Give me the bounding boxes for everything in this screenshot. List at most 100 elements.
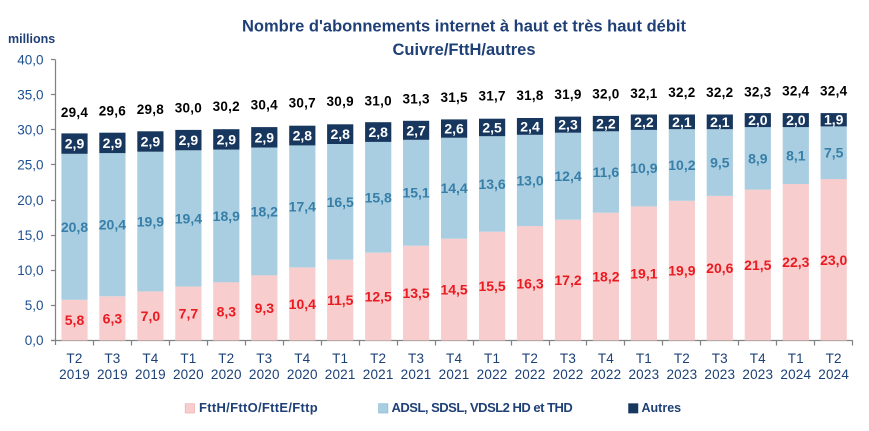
svg-text:29,4: 29,4 bbox=[61, 105, 89, 120]
svg-text:T3: T3 bbox=[256, 351, 272, 366]
svg-text:2022: 2022 bbox=[590, 367, 621, 382]
svg-text:2020: 2020 bbox=[287, 367, 318, 382]
svg-text:8,9: 8,9 bbox=[748, 150, 768, 166]
svg-text:31,5: 31,5 bbox=[440, 90, 468, 105]
svg-text:Cuivre/FttH/autres: Cuivre/FttH/autres bbox=[392, 41, 535, 59]
svg-text:15,5: 15,5 bbox=[478, 278, 505, 294]
svg-text:13,5: 13,5 bbox=[402, 285, 429, 301]
svg-text:12,4: 12,4 bbox=[554, 168, 581, 184]
svg-text:2019: 2019 bbox=[97, 367, 128, 382]
svg-text:2,7: 2,7 bbox=[406, 122, 426, 138]
svg-text:2,8: 2,8 bbox=[293, 128, 313, 144]
svg-text:5,0: 5,0 bbox=[25, 298, 44, 313]
svg-text:19,4: 19,4 bbox=[175, 210, 202, 226]
svg-text:2021: 2021 bbox=[325, 367, 356, 382]
svg-text:35,0: 35,0 bbox=[17, 88, 43, 103]
svg-text:2,8: 2,8 bbox=[368, 124, 388, 140]
svg-text:2,4: 2,4 bbox=[520, 118, 540, 134]
svg-text:18,2: 18,2 bbox=[592, 269, 619, 285]
svg-text:2023: 2023 bbox=[704, 367, 735, 382]
svg-text:25,0: 25,0 bbox=[17, 158, 43, 173]
svg-text:2022: 2022 bbox=[553, 367, 584, 382]
svg-text:2024: 2024 bbox=[780, 367, 811, 382]
svg-text:32,1: 32,1 bbox=[630, 86, 658, 101]
svg-text:2,0: 2,0 bbox=[748, 112, 768, 128]
svg-text:40,0: 40,0 bbox=[17, 52, 43, 67]
svg-text:T1: T1 bbox=[788, 351, 804, 366]
svg-text:2,9: 2,9 bbox=[141, 134, 161, 150]
svg-text:T1: T1 bbox=[180, 351, 196, 366]
svg-text:20,0: 20,0 bbox=[17, 193, 43, 208]
svg-text:2022: 2022 bbox=[477, 367, 508, 382]
svg-text:2022: 2022 bbox=[515, 367, 546, 382]
svg-text:30,2: 30,2 bbox=[213, 99, 240, 114]
svg-text:2,2: 2,2 bbox=[596, 116, 616, 132]
svg-text:T1: T1 bbox=[332, 351, 348, 366]
svg-text:18,2: 18,2 bbox=[251, 203, 278, 219]
svg-text:0,0: 0,0 bbox=[25, 333, 44, 348]
svg-text:31,8: 31,8 bbox=[516, 88, 544, 103]
svg-text:13,0: 13,0 bbox=[516, 172, 543, 188]
svg-text:10,9: 10,9 bbox=[630, 160, 657, 176]
svg-text:2024: 2024 bbox=[818, 367, 849, 382]
svg-text:2,9: 2,9 bbox=[103, 135, 123, 151]
svg-text:32,2: 32,2 bbox=[706, 85, 733, 100]
svg-text:13,6: 13,6 bbox=[478, 176, 505, 192]
svg-text:32,4: 32,4 bbox=[782, 84, 810, 99]
svg-text:T3: T3 bbox=[408, 351, 424, 366]
svg-text:16,3: 16,3 bbox=[516, 275, 543, 291]
svg-text:32,0: 32,0 bbox=[592, 87, 619, 102]
svg-text:2023: 2023 bbox=[742, 367, 773, 382]
svg-text:18,9: 18,9 bbox=[213, 208, 240, 224]
svg-text:2021: 2021 bbox=[401, 367, 432, 382]
svg-text:T4: T4 bbox=[142, 351, 158, 366]
svg-text:32,3: 32,3 bbox=[744, 84, 772, 99]
svg-text:15,0: 15,0 bbox=[17, 228, 43, 243]
svg-text:20,8: 20,8 bbox=[61, 219, 88, 235]
svg-text:2023: 2023 bbox=[628, 367, 659, 382]
svg-text:11,5: 11,5 bbox=[327, 292, 354, 308]
svg-text:T4: T4 bbox=[750, 351, 766, 366]
svg-text:20,6: 20,6 bbox=[706, 260, 733, 276]
svg-text:2,1: 2,1 bbox=[672, 114, 692, 130]
svg-text:T1: T1 bbox=[484, 351, 500, 366]
svg-text:10,0: 10,0 bbox=[17, 263, 43, 278]
svg-text:2,6: 2,6 bbox=[444, 121, 464, 137]
svg-text:30,0: 30,0 bbox=[175, 101, 202, 116]
svg-text:22,3: 22,3 bbox=[782, 254, 809, 270]
svg-text:9,5: 9,5 bbox=[710, 155, 730, 171]
svg-text:7,0: 7,0 bbox=[141, 308, 161, 324]
svg-text:29,8: 29,8 bbox=[137, 102, 165, 117]
svg-text:31,3: 31,3 bbox=[402, 91, 430, 106]
svg-text:2020: 2020 bbox=[211, 367, 242, 382]
svg-text:T4: T4 bbox=[446, 351, 462, 366]
svg-text:T1: T1 bbox=[636, 351, 652, 366]
svg-text:T2: T2 bbox=[370, 351, 386, 366]
svg-text:2,9: 2,9 bbox=[179, 132, 199, 148]
svg-text:7,7: 7,7 bbox=[179, 306, 199, 322]
svg-text:T3: T3 bbox=[104, 351, 120, 366]
svg-text:29,6: 29,6 bbox=[99, 103, 127, 118]
svg-text:2,1: 2,1 bbox=[710, 114, 730, 130]
svg-text:T3: T3 bbox=[560, 351, 576, 366]
svg-text:FttH/FttO/FttE/Fttp: FttH/FttO/FttE/Fttp bbox=[199, 400, 318, 415]
svg-text:T2: T2 bbox=[826, 351, 842, 366]
svg-text:T2: T2 bbox=[522, 351, 538, 366]
svg-text:31,9: 31,9 bbox=[554, 87, 581, 102]
svg-text:2,2: 2,2 bbox=[634, 114, 654, 130]
svg-text:Nombre d'abonnements internet: Nombre d'abonnements internet à haut et … bbox=[242, 18, 686, 36]
svg-text:30,0: 30,0 bbox=[17, 123, 43, 138]
svg-text:32,4: 32,4 bbox=[820, 84, 848, 99]
svg-text:2,8: 2,8 bbox=[330, 126, 350, 142]
svg-text:T3: T3 bbox=[712, 351, 728, 366]
svg-text:5,8: 5,8 bbox=[65, 312, 85, 328]
svg-text:12,5: 12,5 bbox=[365, 289, 392, 305]
svg-text:7,5: 7,5 bbox=[824, 145, 844, 161]
svg-text:2019: 2019 bbox=[59, 367, 90, 382]
svg-text:16,5: 16,5 bbox=[327, 194, 354, 210]
svg-text:17,2: 17,2 bbox=[554, 272, 581, 288]
svg-text:10,4: 10,4 bbox=[289, 296, 316, 312]
svg-text:T4: T4 bbox=[294, 351, 310, 366]
svg-text:2021: 2021 bbox=[439, 367, 470, 382]
svg-text:8,1: 8,1 bbox=[786, 148, 806, 164]
